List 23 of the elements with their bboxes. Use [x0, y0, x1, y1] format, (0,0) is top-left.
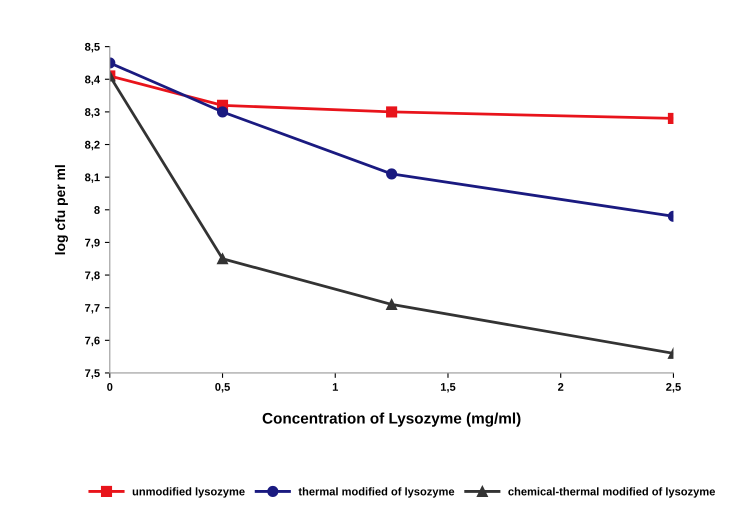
- y-tick-label: 8,3: [84, 108, 100, 118]
- y-tick-label: 7,7: [85, 304, 100, 314]
- y-tick-label: 8,5: [84, 42, 100, 52]
- x-tick-label: 1: [332, 383, 338, 391]
- y-axis-title: log cfu per ml: [54, 165, 68, 254]
- y-tick-label: 7,6: [85, 336, 100, 346]
- x-tick-label: 0: [107, 382, 112, 391]
- x-tick-label: 1,5: [440, 383, 456, 392]
- legend-label: chemical-thermal modified of lysozyme: [508, 487, 715, 498]
- y-tick-label: 8,2: [84, 140, 100, 150]
- x-tick-label: 2: [558, 382, 564, 391]
- y-tick-label: 7,8: [85, 271, 100, 281]
- x-tick-label: 0,5: [215, 382, 230, 392]
- y-tick-label: 8: [94, 206, 100, 214]
- y-tick-label: 8,4: [84, 76, 100, 85]
- legend-label: unmodified lysozyme: [132, 487, 245, 498]
- y-tick-label: 7,5: [85, 369, 100, 379]
- y-tick-label: 7,9: [85, 238, 100, 248]
- legend-label: thermal modified of lysozyme: [298, 487, 454, 498]
- x-tick-label: 2,5: [666, 382, 681, 392]
- x-axis-title: Concentration of Lysozyme (mg/ml): [262, 412, 520, 427]
- point: [386, 298, 398, 310]
- y-tick-label: 8,1: [84, 173, 100, 183]
